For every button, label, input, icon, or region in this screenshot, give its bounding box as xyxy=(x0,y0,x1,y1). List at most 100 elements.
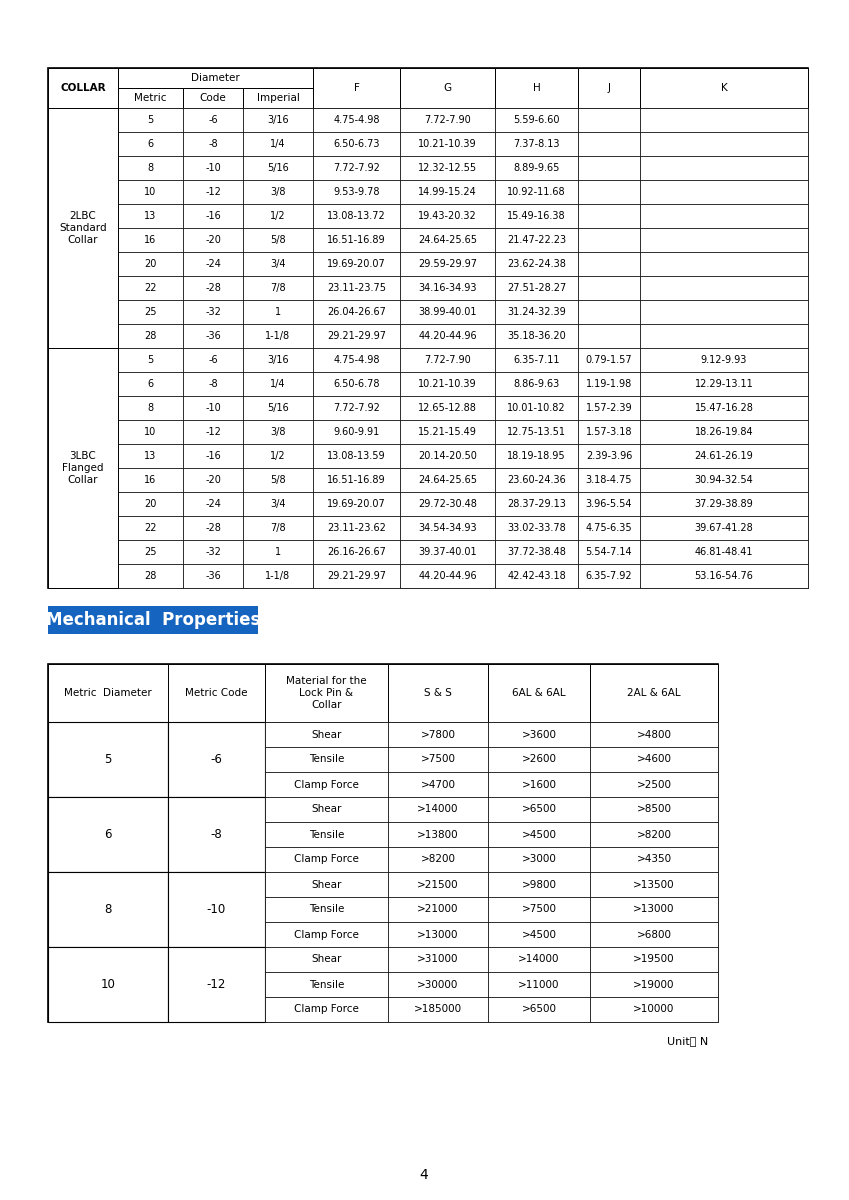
Text: Metric Code: Metric Code xyxy=(185,688,248,698)
Bar xyxy=(400,108,495,132)
Text: 2.39-3.96: 2.39-3.96 xyxy=(586,451,633,461)
Bar xyxy=(640,564,808,588)
Text: 18.19-18.95: 18.19-18.95 xyxy=(507,451,565,461)
Text: -10: -10 xyxy=(205,163,221,173)
Bar xyxy=(313,492,400,516)
Text: 5.54-7.14: 5.54-7.14 xyxy=(586,547,633,557)
Bar xyxy=(183,540,243,564)
Text: Shear: Shear xyxy=(312,804,341,815)
Bar xyxy=(313,68,400,108)
Text: 4: 4 xyxy=(419,1168,429,1182)
Bar xyxy=(313,372,400,396)
Bar xyxy=(118,132,183,156)
Bar xyxy=(313,108,400,132)
Bar xyxy=(578,156,640,180)
Bar xyxy=(388,797,488,822)
Bar xyxy=(388,947,488,972)
Bar xyxy=(590,746,718,772)
Bar xyxy=(313,420,400,444)
Text: 38.99-40.01: 38.99-40.01 xyxy=(419,307,477,317)
Bar xyxy=(168,797,265,872)
Text: 1.57-3.18: 1.57-3.18 xyxy=(586,427,633,437)
Bar xyxy=(243,372,313,396)
Bar xyxy=(495,180,578,204)
Text: -6: -6 xyxy=(211,754,222,766)
Text: 30.94-32.54: 30.94-32.54 xyxy=(694,475,753,485)
Bar xyxy=(388,997,488,1022)
Bar xyxy=(488,772,590,797)
Text: 44.20-44.96: 44.20-44.96 xyxy=(419,331,477,341)
Bar xyxy=(313,564,400,588)
Bar xyxy=(590,997,718,1022)
Bar xyxy=(388,872,488,898)
Bar xyxy=(578,132,640,156)
Text: 23.60-24.36: 23.60-24.36 xyxy=(507,475,566,485)
Bar xyxy=(388,722,488,746)
Text: Clamp Force: Clamp Force xyxy=(294,854,359,864)
Bar xyxy=(578,396,640,420)
Text: 2LBC
Standard
Collar: 2LBC Standard Collar xyxy=(59,211,107,245)
Text: 1/2: 1/2 xyxy=(270,451,286,461)
Bar xyxy=(578,372,640,396)
Bar xyxy=(640,252,808,276)
Bar xyxy=(168,872,265,947)
Text: -6: -6 xyxy=(208,355,218,365)
Text: 8.86-9.63: 8.86-9.63 xyxy=(514,379,559,389)
Text: 19.43-20.32: 19.43-20.32 xyxy=(418,211,477,221)
Text: 7/8: 7/8 xyxy=(270,523,286,533)
Bar xyxy=(640,540,808,564)
Text: 13.08-13.59: 13.08-13.59 xyxy=(327,451,385,461)
Text: 16.51-16.89: 16.51-16.89 xyxy=(327,475,385,485)
Bar xyxy=(48,872,168,947)
Text: 28: 28 xyxy=(144,331,157,341)
Bar xyxy=(265,746,388,772)
Text: 10.21-10.39: 10.21-10.39 xyxy=(419,139,477,149)
Bar xyxy=(183,564,243,588)
Text: 14.99-15.24: 14.99-15.24 xyxy=(418,187,477,197)
Bar xyxy=(495,444,578,468)
Bar xyxy=(118,204,183,228)
Bar xyxy=(640,180,808,204)
Text: 9.60-9.91: 9.60-9.91 xyxy=(334,427,380,437)
Bar xyxy=(313,252,400,276)
Bar xyxy=(640,492,808,516)
Text: -10: -10 xyxy=(205,403,221,413)
Text: >1600: >1600 xyxy=(521,780,556,790)
Bar xyxy=(118,396,183,420)
Text: 24.61-26.19: 24.61-26.19 xyxy=(694,451,753,461)
Text: -24: -24 xyxy=(205,499,221,509)
Text: 1.57-2.39: 1.57-2.39 xyxy=(586,403,633,413)
Text: 5: 5 xyxy=(104,754,112,766)
Bar xyxy=(183,372,243,396)
Text: 6: 6 xyxy=(148,139,154,149)
Bar xyxy=(183,444,243,468)
Bar xyxy=(400,300,495,324)
Bar xyxy=(265,847,388,872)
Bar xyxy=(183,180,243,204)
Text: 9.53-9.78: 9.53-9.78 xyxy=(334,187,380,197)
Text: >4500: >4500 xyxy=(521,829,556,840)
Bar xyxy=(243,180,313,204)
Bar xyxy=(118,372,183,396)
Text: 23.11-23.62: 23.11-23.62 xyxy=(327,523,386,533)
Text: Metric  Diameter: Metric Diameter xyxy=(65,688,152,698)
Text: 19.69-20.07: 19.69-20.07 xyxy=(327,259,386,269)
Text: 23.11-23.75: 23.11-23.75 xyxy=(327,283,386,293)
Text: >6800: >6800 xyxy=(637,930,672,940)
Text: -12: -12 xyxy=(205,427,221,437)
Bar xyxy=(118,564,183,588)
Bar xyxy=(590,872,718,898)
Bar xyxy=(578,492,640,516)
Bar xyxy=(313,444,400,468)
Text: 15.47-16.28: 15.47-16.28 xyxy=(694,403,753,413)
Text: 22: 22 xyxy=(144,523,157,533)
Bar xyxy=(590,772,718,797)
Text: 3/16: 3/16 xyxy=(267,355,289,365)
Text: Clamp Force: Clamp Force xyxy=(294,780,359,790)
Text: 13: 13 xyxy=(144,211,156,221)
Text: >3600: >3600 xyxy=(521,730,556,739)
Text: -12: -12 xyxy=(205,187,221,197)
Text: >21000: >21000 xyxy=(417,905,458,914)
Text: 7/8: 7/8 xyxy=(270,283,286,293)
Text: 10: 10 xyxy=(100,978,115,991)
